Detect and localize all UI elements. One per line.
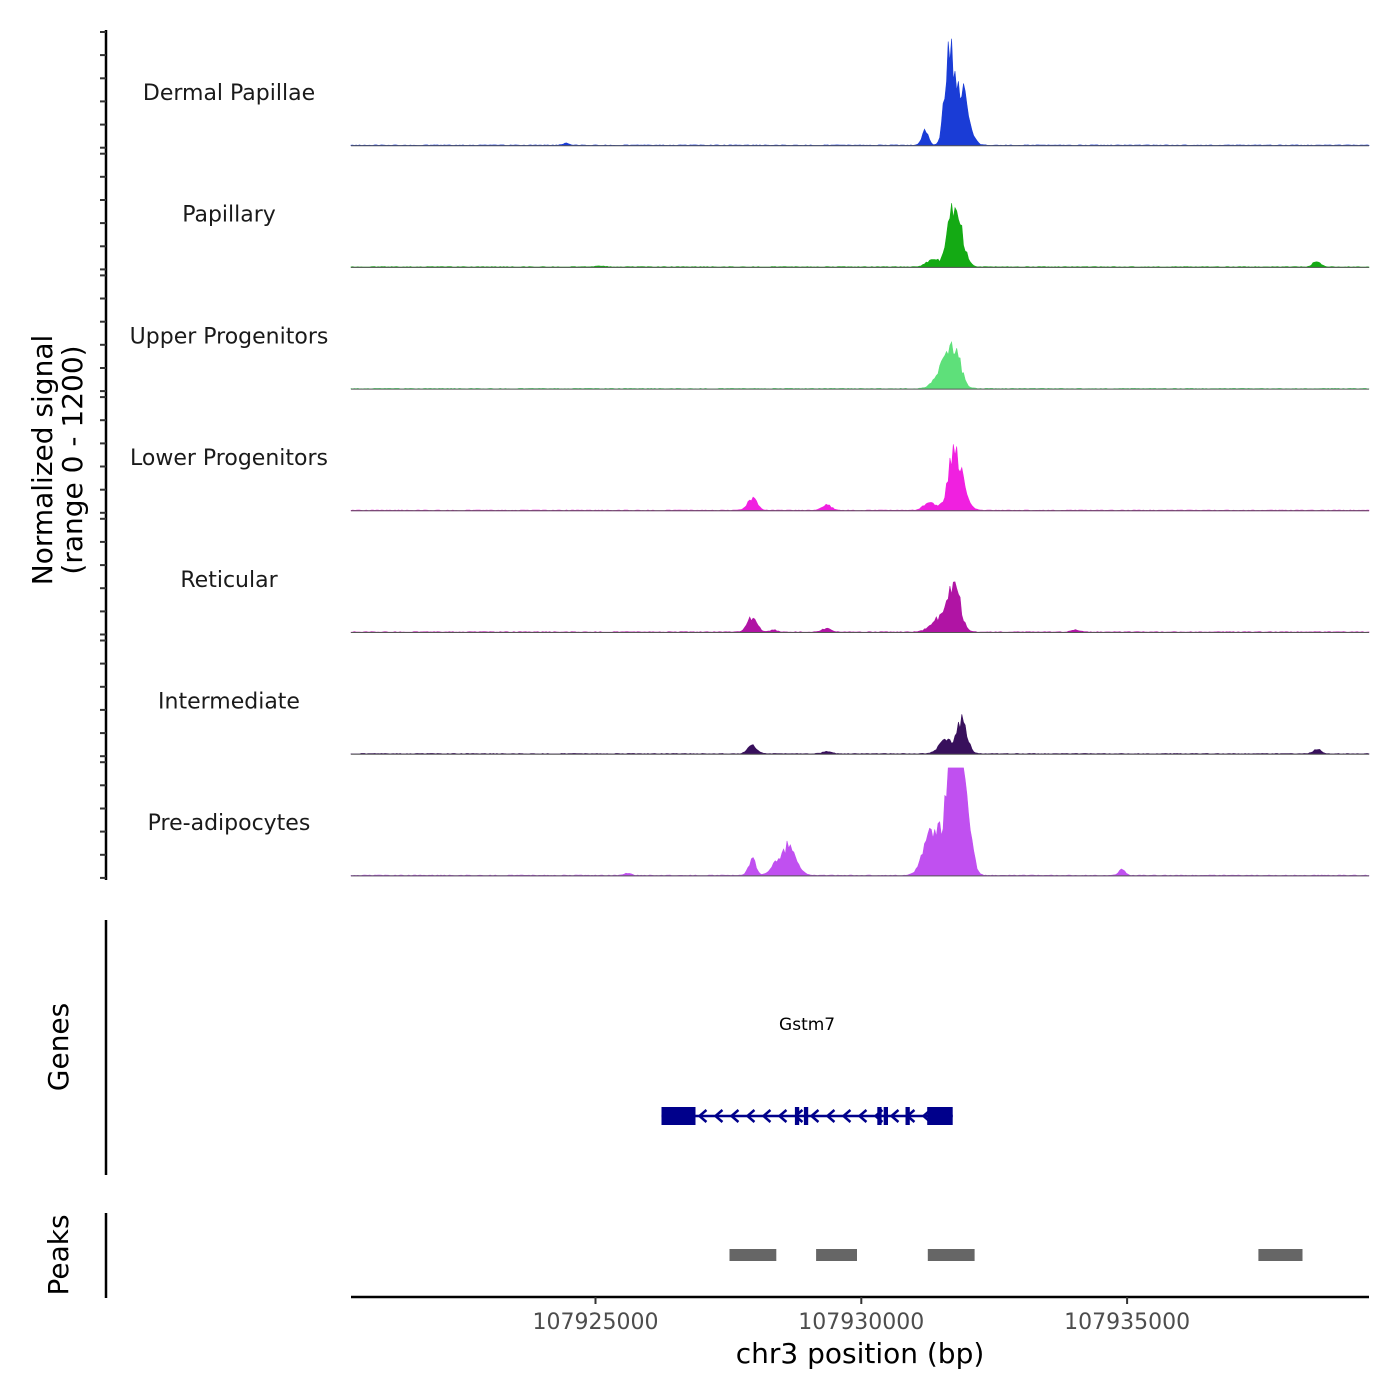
x-axis: chr3 position (bp) 107925000 107930000 107… bbox=[351, 1295, 1369, 1370]
track-label: Pre-adipocytes bbox=[148, 811, 311, 836]
strand-arrow bbox=[777, 1109, 788, 1123]
track-label: Reticular bbox=[180, 568, 278, 593]
track-lower-progenitors: Lower Progenitors bbox=[130, 444, 1370, 512]
peak-region bbox=[1258, 1249, 1303, 1261]
coverage-area bbox=[350, 581, 1370, 633]
gene-exon bbox=[877, 1107, 882, 1125]
y-axis-range: (range 0 - 1200) bbox=[56, 345, 89, 574]
track-label: Dermal Papillae bbox=[143, 81, 315, 106]
coverage-area bbox=[350, 203, 1370, 268]
peak-region bbox=[927, 1249, 975, 1261]
x-tick-label: 107925000 bbox=[533, 1310, 659, 1335]
coverage-area bbox=[350, 444, 1370, 512]
coverage-area bbox=[350, 340, 1370, 390]
gene-exon bbox=[927, 1107, 953, 1125]
gene-exon bbox=[883, 1107, 888, 1125]
coverage-area bbox=[350, 767, 1370, 877]
strand-arrow bbox=[841, 1109, 852, 1123]
genes-track-title: Genes bbox=[42, 1003, 75, 1091]
track-upper-progenitors: Upper Progenitors bbox=[130, 324, 1370, 390]
x-axis-title: chr3 position (bp) bbox=[736, 1337, 985, 1370]
peaks-track: Peaks bbox=[42, 1213, 1303, 1298]
track-dermal-papillae: Dermal Papillae bbox=[143, 38, 1370, 147]
track-intermediate: Intermediate bbox=[158, 690, 1370, 755]
track-label: Lower Progenitors bbox=[130, 446, 328, 471]
coverage-tracks: Dermal Papillae Papillary Upper Progenitor… bbox=[130, 38, 1370, 877]
strand-arrow bbox=[697, 1109, 708, 1123]
coverage-area bbox=[350, 38, 1370, 146]
signal-axis bbox=[100, 30, 108, 880]
track-label: Upper Progenitors bbox=[130, 324, 329, 349]
x-tick-label: 107930000 bbox=[798, 1310, 924, 1335]
genes-track: Genes Gstm7 bbox=[42, 920, 953, 1175]
track-pre-adipocytes: Pre-adipocytes bbox=[148, 767, 1370, 877]
track-label: Papillary bbox=[182, 203, 276, 228]
strand-arrow bbox=[889, 1109, 900, 1123]
track-reticular: Reticular bbox=[180, 568, 1370, 633]
peak-region bbox=[816, 1249, 857, 1261]
gene-exon bbox=[661, 1107, 696, 1125]
track-label: Intermediate bbox=[158, 690, 300, 715]
strand-arrow bbox=[809, 1109, 820, 1123]
strand-arrow bbox=[713, 1109, 724, 1123]
strand-arrow bbox=[729, 1109, 740, 1123]
strand-arrow bbox=[857, 1109, 868, 1123]
coverage-area bbox=[350, 714, 1370, 755]
strand-arrow bbox=[761, 1109, 772, 1123]
gene-exon bbox=[794, 1107, 800, 1125]
peaks-track-title: Peaks bbox=[42, 1214, 75, 1295]
gene-label: Gstm7 bbox=[779, 1015, 835, 1035]
gene-exon bbox=[905, 1107, 910, 1125]
strand-arrow bbox=[825, 1109, 836, 1123]
strand-arrow bbox=[745, 1109, 756, 1123]
peak-region bbox=[729, 1249, 777, 1261]
gene-exon bbox=[803, 1107, 809, 1125]
x-tick-label: 107935000 bbox=[1064, 1310, 1190, 1335]
track-papillary: Papillary bbox=[182, 203, 1370, 268]
y-axis-title: Normalized signal bbox=[26, 335, 59, 586]
